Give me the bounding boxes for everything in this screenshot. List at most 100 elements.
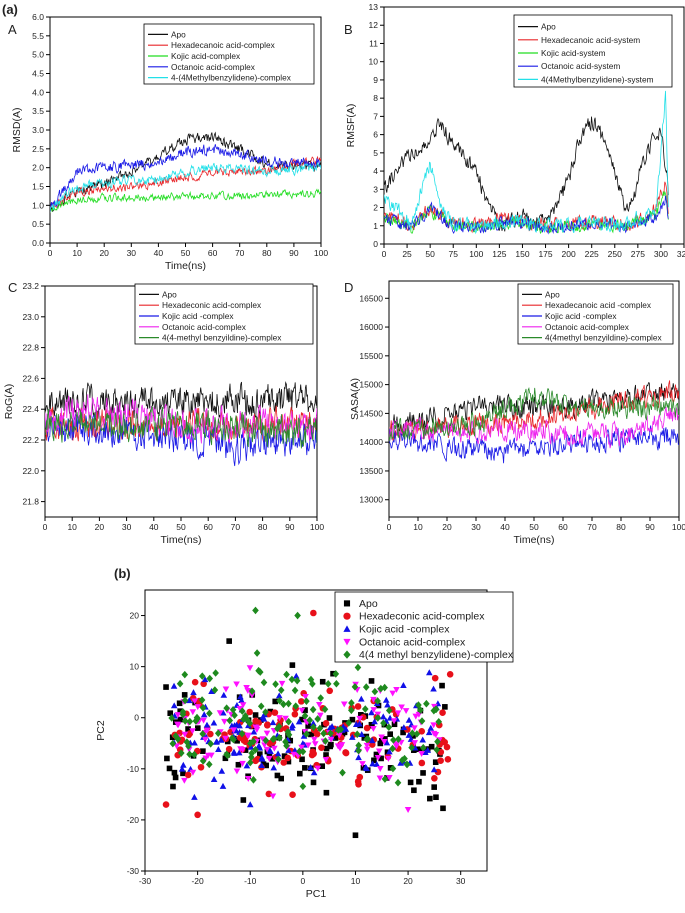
scatter-point (250, 776, 257, 784)
legend-label: 4-(4Methylbenzylidene)-complex (171, 73, 292, 83)
x-tick-label: 10 (72, 248, 82, 258)
scatter-point (207, 739, 214, 748)
scatter-point (381, 775, 389, 783)
scatter-point (245, 732, 252, 739)
scatter-point (288, 675, 296, 684)
x-tick-label: 250 (608, 249, 622, 259)
x-tick-label: 10 (351, 876, 361, 886)
scatter-point (181, 670, 189, 679)
x-tick-label: 0 (382, 249, 387, 259)
scatter-point (198, 696, 206, 704)
scatter-point (193, 713, 201, 722)
scatter-point (208, 688, 215, 694)
scatter-point (285, 758, 292, 765)
y-tick-label: 1 (373, 221, 378, 231)
scatter-point (424, 746, 432, 753)
series-group (389, 380, 679, 464)
scatter-point (266, 752, 273, 759)
scatter-point (440, 805, 446, 812)
legend-label: Hexadecanoic acid -complex (545, 300, 652, 310)
scatter-point (310, 779, 317, 786)
scatter-point (272, 680, 279, 688)
legend-marker (343, 612, 351, 620)
scatter-point (236, 705, 244, 712)
scatter-point (283, 670, 290, 679)
scatter-point (252, 745, 259, 754)
scatter-point (379, 713, 387, 720)
scatter-point (181, 717, 189, 725)
scatter-point (400, 729, 406, 736)
scatter-point (240, 797, 247, 803)
scatter-point (439, 709, 446, 716)
scatter-point (181, 777, 188, 784)
x-tick-label: 40 (149, 522, 159, 532)
scatter-point (398, 756, 406, 764)
scatter-point (200, 711, 208, 718)
scatter-point (215, 746, 222, 753)
scatter-point (194, 811, 201, 819)
x-tick-label: 30 (471, 522, 481, 532)
chart-panel-A: 0 10 20 30 40 50 60 70 80 90 100 0.0 0.5 1.0 1.5 2.0 2.5… (8, 12, 328, 272)
x-tick-label: -20 (191, 876, 204, 886)
legend-label: Kojic acid -complex (545, 311, 617, 321)
scatter-point (377, 740, 384, 747)
scatter-point (285, 730, 293, 739)
scatter-point (201, 736, 209, 743)
scatter-point (214, 729, 222, 738)
scatter-point (356, 773, 364, 781)
scatter-point (340, 701, 348, 708)
series-line (45, 381, 317, 422)
scatter-point (186, 750, 193, 759)
x-tick-label: -30 (139, 876, 152, 886)
x-tick-label: 80 (262, 248, 272, 258)
scatter-point (280, 700, 287, 709)
scatter-point (442, 704, 448, 710)
scatter-point (292, 672, 300, 679)
scatter-point (284, 728, 292, 736)
scatter-point (284, 754, 292, 762)
scatter-point (269, 735, 277, 743)
x-tick-label: 40 (154, 248, 164, 258)
scatter-point (189, 728, 196, 735)
scatter-point (289, 791, 296, 798)
scatter-point (402, 708, 410, 715)
scatter-point (171, 769, 178, 776)
x-tick-label: 80 (616, 522, 626, 532)
y-tick-label: 23.0 (22, 312, 39, 322)
scatter-point (427, 795, 433, 802)
scatter-point (276, 696, 283, 705)
x-tick-label: 100 (469, 249, 483, 259)
scatter-point (177, 716, 184, 723)
scatter-point (370, 707, 378, 714)
legend-label: Hexadecanoic acid-system (541, 35, 640, 45)
x-tick-label: 90 (289, 248, 299, 258)
scatter-point (374, 697, 381, 705)
legend-label: Apo (359, 598, 378, 610)
scatter-point (274, 750, 282, 757)
scatter-point (430, 730, 438, 737)
scatter-point (198, 672, 206, 680)
scatter-point (354, 663, 362, 672)
scatter-point (174, 712, 182, 719)
scatter-point (385, 723, 393, 732)
scatter-point (363, 742, 371, 749)
scatter-point (395, 735, 402, 743)
scatter-point (358, 695, 365, 702)
scatter-point (194, 704, 202, 711)
series-line (50, 155, 321, 208)
scatter-point (363, 746, 371, 753)
panel-letter: D (344, 280, 353, 295)
scatter-point (240, 715, 247, 724)
series-line (50, 188, 321, 213)
scatter-point (195, 725, 201, 731)
legend-label: Octanoic acid-system (541, 61, 620, 71)
legend-label: Apo (162, 289, 177, 299)
scatter-point (299, 747, 307, 756)
y-tick-label: 20 (130, 611, 140, 621)
scatter-point (371, 757, 377, 764)
scatter-point (418, 727, 426, 735)
x-tick-label: 60 (208, 248, 218, 258)
scatter-point (419, 736, 427, 743)
x-tick-label: 300 (654, 249, 668, 259)
